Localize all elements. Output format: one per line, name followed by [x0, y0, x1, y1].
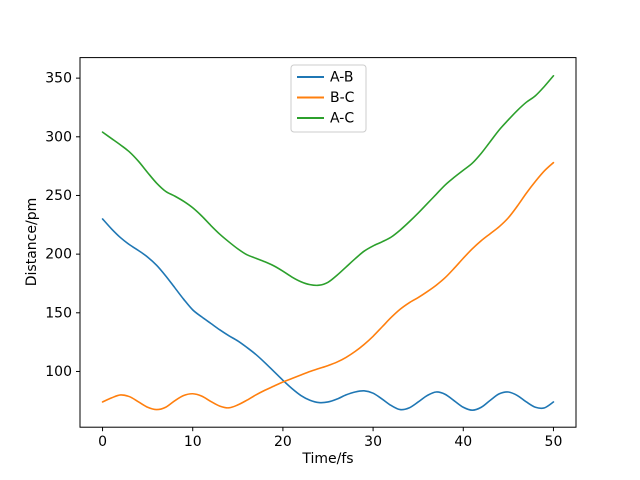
y-axis: 100 150 200 250 300 350	[45, 71, 80, 380]
y-tick-label: 150	[45, 305, 72, 321]
x-tick-label: 20	[274, 434, 292, 450]
series-line-a-b	[101, 218, 555, 411]
x-tick-label: 0	[98, 434, 107, 450]
x-axis: 0 10 20 30 40 50	[98, 427, 562, 450]
y-tick-label: 350	[45, 71, 72, 87]
series-line-a-c	[101, 74, 555, 287]
series-line-b-c	[101, 161, 555, 411]
x-tick-label: 10	[184, 434, 202, 450]
series-lines	[101, 74, 555, 411]
legend-label-a-b: A-B	[330, 70, 353, 86]
y-tick-label: 300	[45, 129, 72, 145]
legend: A-B B-C A-C	[290, 64, 367, 133]
x-tick-label: 40	[454, 434, 472, 450]
y-tick-label: 100	[45, 364, 72, 380]
y-tick-label: 200	[45, 247, 72, 263]
y-tick-label: 250	[45, 188, 72, 204]
legend-box	[290, 64, 367, 133]
x-axis-label: Time/fs	[301, 451, 353, 467]
y-axis-label: Distance/pm	[24, 198, 40, 286]
x-tick-label: 50	[545, 434, 563, 450]
x-tick-label: 30	[364, 434, 382, 450]
legend-label-b-c: B-C	[330, 90, 355, 106]
legend-label-a-c: A-C	[330, 111, 354, 127]
